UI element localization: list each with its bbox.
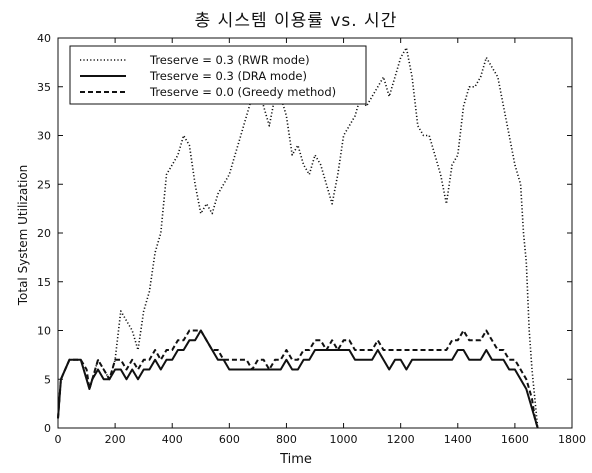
series-line-0 bbox=[57, 46, 539, 429]
y-tick-label-4: 20 bbox=[37, 227, 51, 240]
x-tick-label-4: 800 bbox=[276, 433, 297, 446]
y-tick-label-8: 40 bbox=[37, 32, 51, 45]
x-axis-label: Time bbox=[280, 452, 312, 467]
y-tick-label-1: 5 bbox=[44, 373, 51, 386]
y-tick-label-7: 35 bbox=[37, 81, 51, 94]
legend-label-0: Treserve = 0.3 (RWR mode) bbox=[149, 53, 310, 67]
x-tick-label-1: 200 bbox=[105, 433, 126, 446]
chart-title: 총 시스템 이용률 vs. 시간 bbox=[194, 11, 398, 31]
y-tick-label-3: 15 bbox=[37, 276, 51, 289]
x-tick-label-9: 1800 bbox=[558, 433, 586, 446]
x-tick-label-8: 1600 bbox=[501, 433, 529, 446]
x-tick-label-5: 1000 bbox=[330, 433, 358, 446]
x-tick-label-0: 0 bbox=[55, 433, 62, 446]
x-tick-label-3: 600 bbox=[219, 433, 240, 446]
x-tick-label-2: 400 bbox=[162, 433, 183, 446]
series-line-1 bbox=[57, 329, 539, 429]
y-tick-label-6: 30 bbox=[37, 130, 51, 143]
x-tick-label-6: 1200 bbox=[387, 433, 415, 446]
legend-label-1: Treserve = 0.3 (DRA mode) bbox=[149, 69, 307, 83]
y-tick-label-2: 10 bbox=[37, 325, 51, 338]
y-tick-label-5: 25 bbox=[37, 178, 51, 191]
series-line-2 bbox=[57, 329, 539, 429]
x-tick-label-7: 1400 bbox=[444, 433, 472, 446]
legend-label-2: Treserve = 0.0 (Greedy method) bbox=[149, 85, 336, 99]
y-tick-label-0: 0 bbox=[44, 422, 51, 435]
